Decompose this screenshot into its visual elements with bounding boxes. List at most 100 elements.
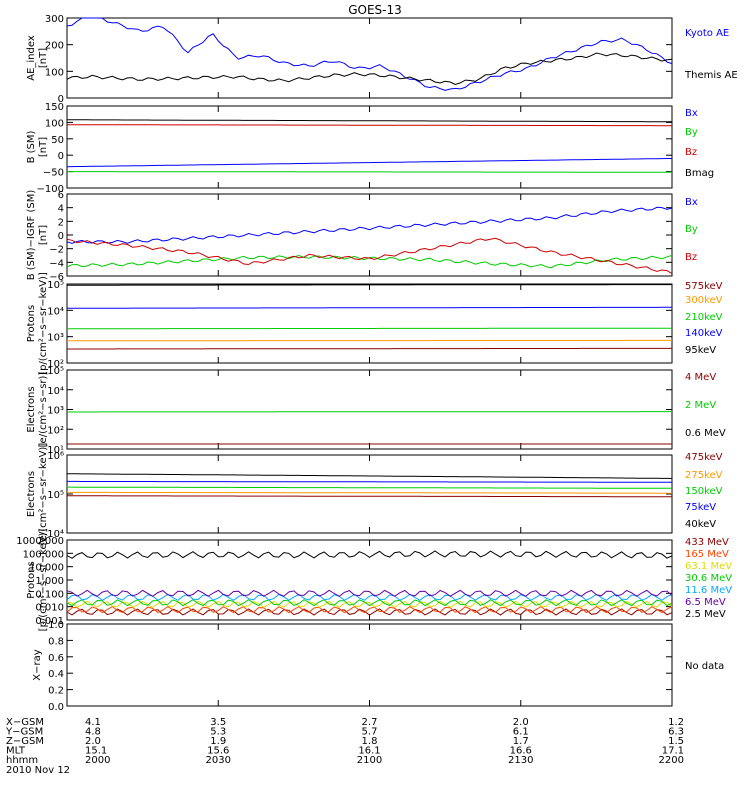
ephemeris-value: 3.5 bbox=[210, 717, 226, 728]
ephemeris-row-label: MLT bbox=[6, 746, 26, 757]
y-tick-label: 50 bbox=[51, 135, 64, 146]
y-tick-label: 0.4 bbox=[48, 669, 64, 680]
panel-5: 10¹ 10² 10³ 10⁴ 10⁵ Electrons [e/(cm²−s−sr)] 4 … bbox=[26, 366, 726, 456]
series-line bbox=[66, 600, 673, 608]
ephemeris-value: 6.1 bbox=[513, 727, 529, 738]
legend-entry: 95keV bbox=[685, 345, 716, 356]
legend-entry: 150keV bbox=[685, 486, 723, 497]
series-line bbox=[66, 254, 673, 269]
ephemeris-row-label: X−GSM bbox=[6, 717, 44, 728]
no-data-note: No data bbox=[685, 661, 724, 672]
y-tick-label: 10³ bbox=[47, 406, 64, 417]
y-tick-label: 100 bbox=[45, 67, 64, 78]
y-tick-label: 0 bbox=[58, 94, 64, 105]
y-tick-label: 0.0 bbox=[48, 702, 64, 713]
panel-8: 0.0 0.2 0.4 0.6 0.8 1.0 X−ray No data bbox=[32, 620, 724, 713]
ephemeris-table: X−GSM 4.1 3.5 2.7 2.0 1.2 Y−GSM 4.8 5.3 5.7 6.1 6.3… bbox=[5, 717, 684, 776]
ephemeris-value: 5.3 bbox=[210, 727, 226, 738]
y-axis-label: [e/(cm²−s−sr)] bbox=[38, 372, 49, 448]
y-tick-label: −50 bbox=[43, 168, 64, 179]
ephemeris-value: 16.6 bbox=[510, 746, 532, 757]
ephemeris-value: 1.8 bbox=[362, 736, 378, 747]
legend-entry: 4 MeV bbox=[685, 372, 716, 383]
y-tick-label: 1000.000 bbox=[16, 536, 64, 547]
panel-2: −100 −50 0 50 100 150 B (SM) [nT] Bx By Bz Bmag bbox=[26, 102, 714, 195]
series-line bbox=[67, 284, 672, 286]
panel-frame bbox=[66, 623, 673, 707]
ephemeris-value: 4.8 bbox=[85, 727, 101, 738]
series-line bbox=[67, 347, 672, 350]
legend-entry: 2.5 MeV bbox=[685, 609, 726, 620]
series-line bbox=[67, 327, 672, 330]
y-tick-label: 0 bbox=[58, 151, 64, 162]
panel-frame bbox=[66, 454, 673, 534]
y-tick-label: 0.001 bbox=[35, 616, 64, 627]
ephemeris-row-label: Z−GSM bbox=[6, 736, 44, 747]
legend-entry: By bbox=[685, 127, 698, 138]
ephemeris-value: 2.0 bbox=[85, 736, 101, 747]
legend-entry: 575keV bbox=[685, 281, 723, 292]
y-axis-label: [nT] bbox=[38, 48, 49, 68]
series-line bbox=[66, 605, 673, 614]
panel-frame bbox=[66, 283, 673, 364]
legend-entry: Kyoto AE bbox=[685, 28, 729, 39]
y-tick-label: 10² bbox=[47, 359, 64, 370]
y-tick-label: 300 bbox=[45, 14, 64, 25]
y-axis-label: [p/(cm²−s−sr−keV)] bbox=[38, 272, 49, 375]
series-line bbox=[67, 119, 672, 123]
y-tick-label: −100 bbox=[37, 184, 64, 195]
legend-entry: 140keV bbox=[685, 328, 723, 339]
ephemeris-value: 1.9 bbox=[210, 736, 226, 747]
ephemeris-value: 1.5 bbox=[668, 736, 684, 747]
ephemeris-row-label: Y−GSM bbox=[5, 727, 43, 738]
legend-entry: 275keV bbox=[685, 470, 723, 481]
y-tick-label: 100 bbox=[45, 118, 64, 129]
ephemeris-value: 2200 bbox=[659, 755, 684, 766]
y-axis-label: X−ray bbox=[32, 649, 43, 680]
y-tick-label: 0 bbox=[58, 231, 64, 242]
y-tick-label: 10⁶ bbox=[47, 451, 64, 462]
y-tick-label: 10¹ bbox=[47, 445, 64, 456]
y-axis-label: AE_index bbox=[26, 35, 37, 81]
panel-3: −6 −4 −2 0 2 4 6 B (SM)−IGRF (SM) [nT] Bx By Bz bbox=[26, 190, 698, 283]
legend-entry: 40keV bbox=[685, 519, 716, 530]
y-tick-label: 0.6 bbox=[48, 653, 64, 664]
series-line bbox=[66, 550, 673, 559]
legend-entry: 433 MeV bbox=[685, 537, 729, 548]
panel-7: 0.001 0.010 0.100 1.000 10.000 100.000 1000.00… bbox=[16, 529, 732, 632]
y-tick-label: 150 bbox=[45, 102, 64, 113]
series-line bbox=[66, 589, 673, 597]
legend-entry: 75keV bbox=[685, 502, 716, 513]
y-axis-label: [p/(cm²−s−sr−keV)] bbox=[38, 529, 49, 632]
legend-entry: 210keV bbox=[685, 312, 723, 323]
y-axis-label: Electrons bbox=[26, 471, 37, 517]
series-line bbox=[66, 158, 672, 168]
y-axis-label: B (SM)−IGRF (SM) bbox=[26, 190, 37, 281]
y-tick-label: 0.8 bbox=[48, 636, 64, 647]
panel-4: 10² 10³ 10⁴ 10⁵ Protons [p/(cm²−s−sr−keV)] 575… bbox=[26, 272, 723, 375]
ephemeris-value: 1.7 bbox=[513, 736, 529, 747]
y-axis-label: [e/(cm²−s−sr−keV)] bbox=[38, 443, 49, 546]
legend-entry: 30.6 MeV bbox=[685, 573, 732, 584]
y-tick-label: 1.000 bbox=[35, 576, 64, 587]
panel-frame bbox=[66, 17, 673, 99]
y-tick-label: 10⁴ bbox=[47, 386, 64, 397]
y-tick-label: 10⁵ bbox=[47, 280, 64, 291]
legend-entry: 165 MeV bbox=[685, 549, 729, 560]
panel-frame bbox=[66, 105, 673, 189]
y-tick-label: 10⁴ bbox=[47, 306, 64, 317]
legend-entry: 63.1 MeV bbox=[685, 561, 732, 572]
legend-entry: Bz bbox=[685, 252, 697, 263]
ephemeris-value: 2100 bbox=[357, 755, 382, 766]
legend-entry: Bx bbox=[685, 197, 698, 208]
series-line bbox=[66, 17, 673, 91]
ephemeris-value: 1.2 bbox=[668, 717, 684, 728]
y-axis-label: Protons bbox=[26, 561, 37, 598]
y-axis-label: [nT] bbox=[38, 137, 49, 157]
series-line bbox=[67, 473, 673, 479]
ephemeris-value: 2130 bbox=[508, 755, 533, 766]
legend-entry: 0.6 MeV bbox=[685, 428, 726, 439]
ephemeris-value: 2.7 bbox=[362, 717, 378, 728]
ephemeris-value: 16.1 bbox=[358, 746, 380, 757]
